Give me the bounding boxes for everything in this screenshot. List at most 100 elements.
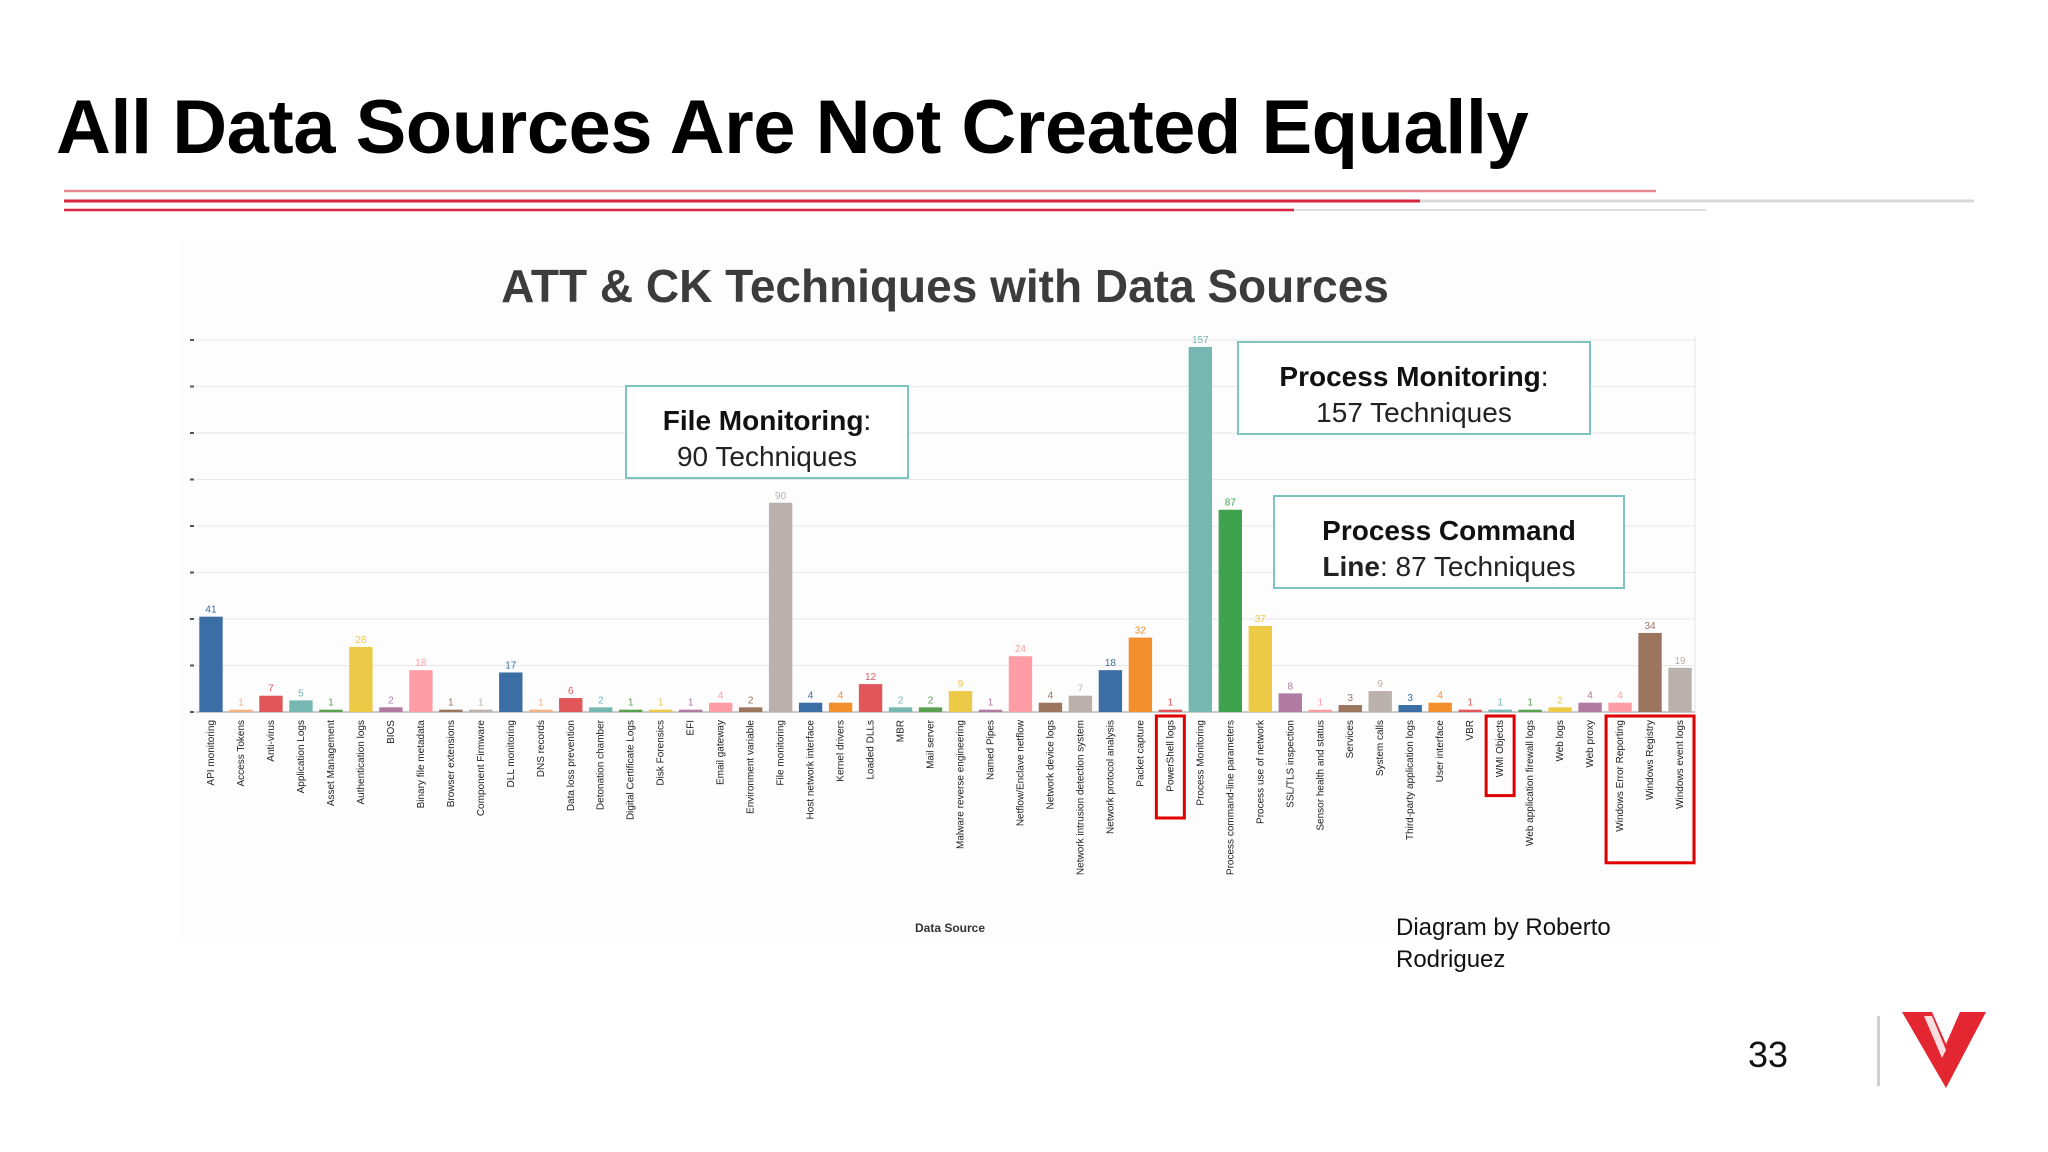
category-tick-label: VBR [1465,720,1476,741]
category-tick-label: Environment variable [746,720,757,814]
bar [1038,702,1063,712]
x-axis-label: Data Source [915,921,985,935]
category-tick-label: Process Monitoring [1195,720,1206,806]
bar-value-label: 1 [1497,698,1503,709]
bar [229,709,253,712]
bar [319,709,343,712]
bar [1188,346,1213,712]
bar-value-label: 1 [448,698,454,709]
category-tick-label: Digital Certificate Logs [626,720,637,820]
title-underline [64,189,1974,212]
category-tick-label: Authentication logs [356,720,367,805]
category-tick-label: File monitoring [776,720,787,786]
category-tick-label: API monitoring [206,720,217,786]
category-tick-label: Kernel drivers [836,720,847,782]
bar-value-label: 2 [928,695,934,706]
bar-value-label: 6 [568,686,574,697]
bar [1488,709,1512,712]
annotation-process-monitoring-text: 157 Techniques [1316,397,1512,428]
category-tick-label: EFI [686,720,697,736]
bar-value-label: 37 [1255,614,1267,625]
category-tick-label: Web proxy [1585,720,1596,768]
slide-title: All Data Sources Are Not Created Equally [56,85,1529,170]
bar [349,646,373,712]
bar-value-label: 2 [388,695,394,706]
bar-value-label: 1 [988,698,994,709]
bar [1068,695,1093,712]
category-tick-label: Sensor health and status [1315,720,1326,831]
category-tick-label: Windows Error Reporting [1615,720,1626,832]
category-tick-label: Network device logs [1045,720,1056,809]
category-tick-label: DLL monitoring [506,720,517,787]
bar [918,707,943,712]
svg-text:Process Monitoring:: Process Monitoring: [1279,361,1548,392]
bar-chart: ATT & CK Techniques with Data Sources 41… [180,240,1720,940]
bar [948,691,973,712]
chart-category-ticks: API monitoring Access Tokens Anti-virus App… [206,719,1686,875]
bar [1008,656,1033,712]
bar-value-label: 4 [1437,691,1443,702]
bar-value-label: 90 [775,491,787,502]
bar [499,672,523,712]
bar [1668,667,1692,712]
bar-value-label: 157 [1192,335,1209,346]
category-tick-label: Windows event logs [1675,720,1686,809]
category-tick-label: SSL/TLS inspection [1285,720,1296,808]
bar-value-label: 12 [865,672,877,683]
category-tick-label: PowerShell logs [1165,720,1176,792]
chart-title: ATT & CK Techniques with Data Sources [501,260,1389,312]
bar-value-label: 1 [478,698,484,709]
bar-value-label: 4 [808,691,814,702]
category-tick-label: Host network interface [806,720,817,820]
bar [1518,709,1542,712]
bar-value-label: 1 [1168,698,1174,709]
bar-value-label: 2 [598,695,604,706]
category-tick-label: Web application firewall logs [1525,720,1536,846]
bar-value-label: 7 [268,684,274,695]
category-tick-label: Access Tokens [236,720,247,787]
bar [1158,709,1183,712]
highlight-box [1484,714,1516,798]
category-tick-label: Binary file metadata [416,720,427,809]
bar-value-label: 2 [898,695,904,706]
category-tick-label: Detonation chamber [596,719,607,810]
bar-value-label: 1 [1527,698,1533,709]
bar [529,709,553,712]
bar [559,698,583,712]
annotation-process-command-line-title: Process Command [1322,515,1576,546]
category-tick-label: Anti-virus [266,720,277,762]
annotation-process-command-line-text: 87 Techniques [1396,551,1576,582]
bar-value-label: 34 [1644,621,1656,632]
bar-value-label: 7 [1078,684,1084,695]
bar-value-label: 1 [538,698,544,709]
bar [888,707,913,712]
bar [1338,705,1362,712]
bar [439,709,463,712]
bar-value-label: 87 [1225,498,1237,509]
svg-text:File Monitoring:: File Monitoring: [663,405,871,436]
bar-value-label: 2 [1557,695,1563,706]
category-tick-label: MBR [896,720,907,742]
category-tick-label: User interface [1435,720,1446,783]
bar [1638,632,1662,712]
bar-value-label: 4 [1048,691,1054,702]
annotation-file-monitoring-text: 90 Techniques [677,441,857,472]
bar [768,502,793,712]
bar-value-label: 4 [1617,691,1623,702]
category-tick-label: Component Firmware [476,720,487,817]
bar-value-label: 4 [718,691,724,702]
bar [858,684,883,712]
category-tick-label: BIOS [386,720,397,744]
bar-value-label: 41 [205,605,217,616]
bar-value-label: 4 [838,691,844,702]
annotation-file-monitoring: File Monitoring: 90 Techniques [625,385,909,479]
category-tick-label: Browser extensions [446,720,457,807]
bar-value-label: 9 [958,679,964,690]
category-tick-label: Network protocol analysis [1105,720,1116,834]
category-tick-label: Named Pipes [985,720,996,780]
annotation-process-monitoring: Process Monitoring: 157 Techniques [1237,341,1591,435]
category-tick-label: Process use of network [1255,719,1266,824]
highlight-box [1604,714,1696,865]
bar [379,707,403,712]
category-tick-label: Web logs [1555,720,1566,762]
